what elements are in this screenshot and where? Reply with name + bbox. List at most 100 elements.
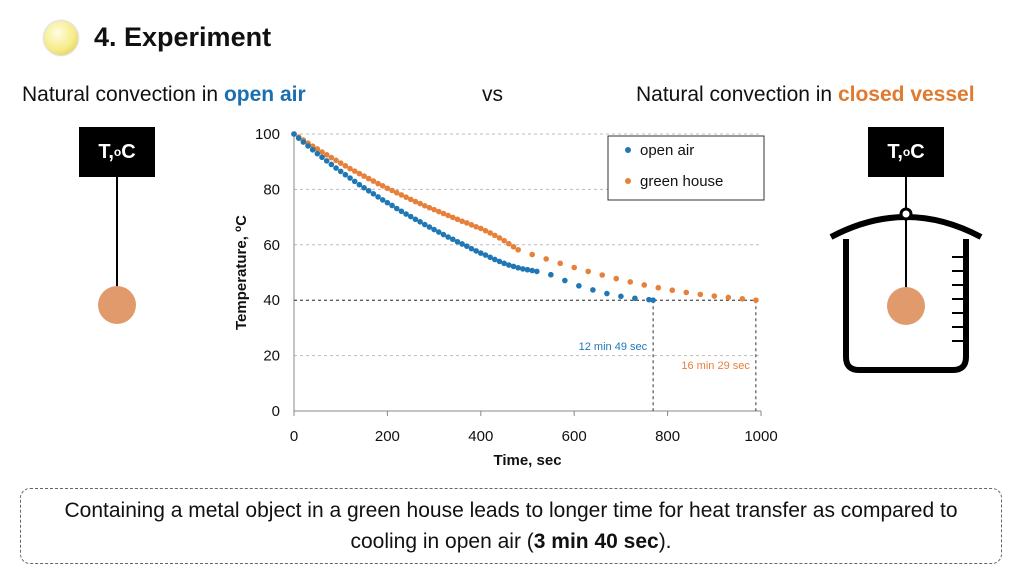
point-green-house-46 xyxy=(506,240,512,247)
point-green-house-40 xyxy=(478,225,484,232)
cooling-curve-chart: 0 20 40 60 80 100 0 200 400 600 800 1000 12 min 49… xyxy=(233,126,778,469)
point-green-house-7 xyxy=(323,151,330,158)
left-heading-accent: open air xyxy=(223,83,306,106)
y-tick-80: 80 xyxy=(263,181,280,198)
point-open-air-7 xyxy=(323,158,330,164)
left-probe-diagram xyxy=(98,177,136,324)
point-green-house-58 xyxy=(655,284,662,291)
point-open-air-12 xyxy=(347,175,353,181)
conclusion-highlight: 3 min 40 sec xyxy=(533,530,659,553)
point-green-house-37 xyxy=(463,220,470,226)
point-open-air-60 xyxy=(646,296,652,303)
point-open-air-38 xyxy=(468,245,475,252)
point-open-air-53 xyxy=(548,271,554,278)
point-green-house-35 xyxy=(454,216,461,223)
point-open-air-6 xyxy=(319,154,325,161)
point-green-house-22 xyxy=(393,189,400,196)
point-open-air-24 xyxy=(403,211,409,217)
point-open-air-9 xyxy=(333,165,339,171)
point-open-air-14 xyxy=(356,181,363,188)
x-tick-600: 600 xyxy=(562,428,587,445)
point-green-house-49 xyxy=(529,251,535,258)
point-open-air-28 xyxy=(421,221,428,228)
point-open-air-23 xyxy=(398,208,405,215)
chart-legend: open air green house xyxy=(607,135,765,201)
point-open-air-22 xyxy=(393,205,400,212)
annotation-0: 12 min 49 sec xyxy=(579,341,648,353)
point-green-house-10 xyxy=(337,160,344,166)
point-green-house-8 xyxy=(328,154,335,161)
point-open-air-1 xyxy=(295,135,302,141)
point-green-house-62 xyxy=(711,293,718,299)
point-green-house-64 xyxy=(739,296,746,302)
point-open-air-43 xyxy=(492,256,498,263)
legend-label-1: green house xyxy=(640,173,723,190)
point-green-house-63 xyxy=(725,294,732,301)
point-green-house-6 xyxy=(319,149,325,155)
point-open-air-57 xyxy=(604,290,610,297)
point-open-air-37 xyxy=(463,243,470,249)
point-green-house-11 xyxy=(342,163,349,169)
point-open-air-52 xyxy=(534,268,540,275)
left-sensor-label-main: T, xyxy=(98,140,114,163)
point-open-air-5 xyxy=(314,150,321,157)
point-green-house-9 xyxy=(333,157,339,164)
x-tick-400: 400 xyxy=(468,428,493,445)
right-metal-sphere-icon xyxy=(887,287,925,325)
point-open-air-51 xyxy=(529,267,535,274)
point-green-house-48 xyxy=(515,246,521,253)
conclusion-text: Containing a metal object in a green hou… xyxy=(51,495,971,557)
point-green-house-34 xyxy=(449,214,456,221)
y-axis-label: Temperature, oC xyxy=(233,215,251,330)
y-axis-label-sup: o xyxy=(233,226,244,232)
point-green-house-56 xyxy=(627,279,634,285)
x-tick-0: 0 xyxy=(290,428,298,445)
point-green-house-52 xyxy=(571,264,577,271)
point-open-air-59 xyxy=(632,295,638,302)
point-green-house-21 xyxy=(389,187,395,194)
point-green-house-61 xyxy=(697,291,704,298)
y-tick-20: 20 xyxy=(263,348,280,365)
point-green-house-19 xyxy=(379,182,386,189)
point-green-house-30 xyxy=(431,206,437,213)
point-open-air-49 xyxy=(520,266,526,272)
point-open-air-33 xyxy=(445,234,451,240)
point-green-house-45 xyxy=(501,237,507,244)
right-sensor-label-unit: C xyxy=(910,140,925,163)
legend-label-0: open air xyxy=(640,142,694,159)
point-open-air-0 xyxy=(291,131,297,137)
legend-marker-1 xyxy=(625,178,631,184)
point-green-house-59 xyxy=(669,287,676,294)
point-green-house-43 xyxy=(492,232,498,239)
point-open-air-20 xyxy=(384,199,391,206)
point-open-air-17 xyxy=(370,191,377,197)
point-open-air-50 xyxy=(524,266,531,273)
point-open-air-26 xyxy=(412,216,419,223)
point-green-house-23 xyxy=(398,192,405,198)
right-heading: Natural convection in closed vessel xyxy=(636,83,975,107)
time-annotations: 12 min 49 sec 16 min 29 sec xyxy=(579,341,751,372)
x-tick-1000: 1000 xyxy=(744,428,777,445)
point-green-house-29 xyxy=(426,204,433,211)
left-sensor-label-sup: o xyxy=(113,145,122,159)
beaker-diagram xyxy=(829,177,983,373)
y-tick-100: 100 xyxy=(255,126,280,143)
point-open-air-27 xyxy=(417,219,423,225)
point-open-air-21 xyxy=(389,202,395,209)
point-green-house-14 xyxy=(356,170,363,177)
point-open-air-36 xyxy=(459,241,465,247)
point-green-house-38 xyxy=(468,222,475,228)
left-metal-sphere-icon xyxy=(98,286,136,324)
x-axis-label: Time, sec xyxy=(493,452,561,469)
point-open-air-8 xyxy=(328,161,335,168)
point-green-house-28 xyxy=(421,202,428,209)
point-green-house-5 xyxy=(314,146,321,152)
left-heading-prefix: Natural convection in xyxy=(22,83,224,106)
point-green-house-27 xyxy=(417,200,423,207)
point-open-air-25 xyxy=(407,213,414,220)
series-open-air xyxy=(291,131,656,303)
point-open-air-61 xyxy=(650,297,656,303)
point-green-house-54 xyxy=(599,272,606,278)
title-bullet-icon xyxy=(44,21,78,55)
